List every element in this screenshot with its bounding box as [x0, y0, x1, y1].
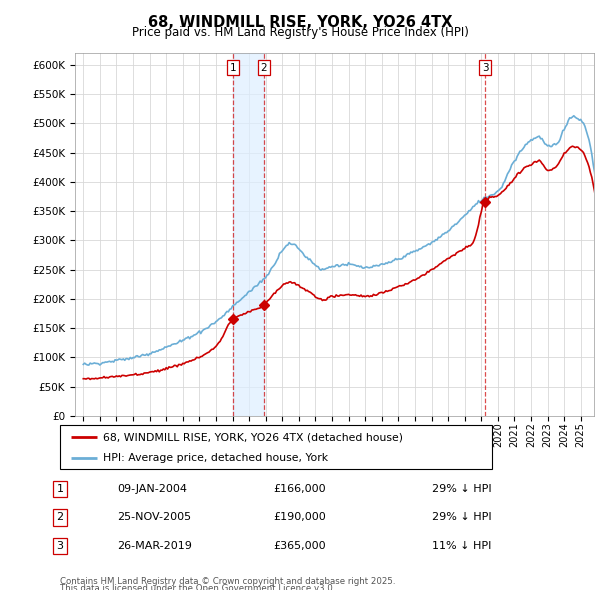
Text: 1: 1 [230, 63, 236, 73]
Text: 25-NOV-2005: 25-NOV-2005 [117, 513, 191, 522]
Text: 68, WINDMILL RISE, YORK, YO26 4TX: 68, WINDMILL RISE, YORK, YO26 4TX [148, 15, 452, 30]
Text: This data is licensed under the Open Government Licence v3.0.: This data is licensed under the Open Gov… [60, 584, 335, 590]
Text: 3: 3 [56, 541, 64, 550]
Text: 29% ↓ HPI: 29% ↓ HPI [432, 484, 491, 494]
Text: 1: 1 [56, 484, 64, 494]
Text: 3: 3 [482, 63, 488, 73]
Text: 2: 2 [56, 513, 64, 522]
FancyBboxPatch shape [60, 425, 492, 469]
Bar [233, 53, 264, 416]
Text: 2: 2 [261, 63, 268, 73]
Text: £190,000: £190,000 [274, 513, 326, 522]
Text: 09-JAN-2004: 09-JAN-2004 [117, 484, 187, 494]
Text: 29% ↓ HPI: 29% ↓ HPI [432, 513, 491, 522]
Text: Price paid vs. HM Land Registry's House Price Index (HPI): Price paid vs. HM Land Registry's House … [131, 26, 469, 39]
Text: £365,000: £365,000 [274, 541, 326, 550]
Text: 11% ↓ HPI: 11% ↓ HPI [432, 541, 491, 550]
Text: Contains HM Land Registry data © Crown copyright and database right 2025.: Contains HM Land Registry data © Crown c… [60, 577, 395, 586]
Text: 26-MAR-2019: 26-MAR-2019 [117, 541, 192, 550]
Text: £166,000: £166,000 [274, 484, 326, 494]
Text: HPI: Average price, detached house, York: HPI: Average price, detached house, York [103, 453, 328, 463]
Text: 68, WINDMILL RISE, YORK, YO26 4TX (detached house): 68, WINDMILL RISE, YORK, YO26 4TX (detac… [103, 432, 403, 442]
